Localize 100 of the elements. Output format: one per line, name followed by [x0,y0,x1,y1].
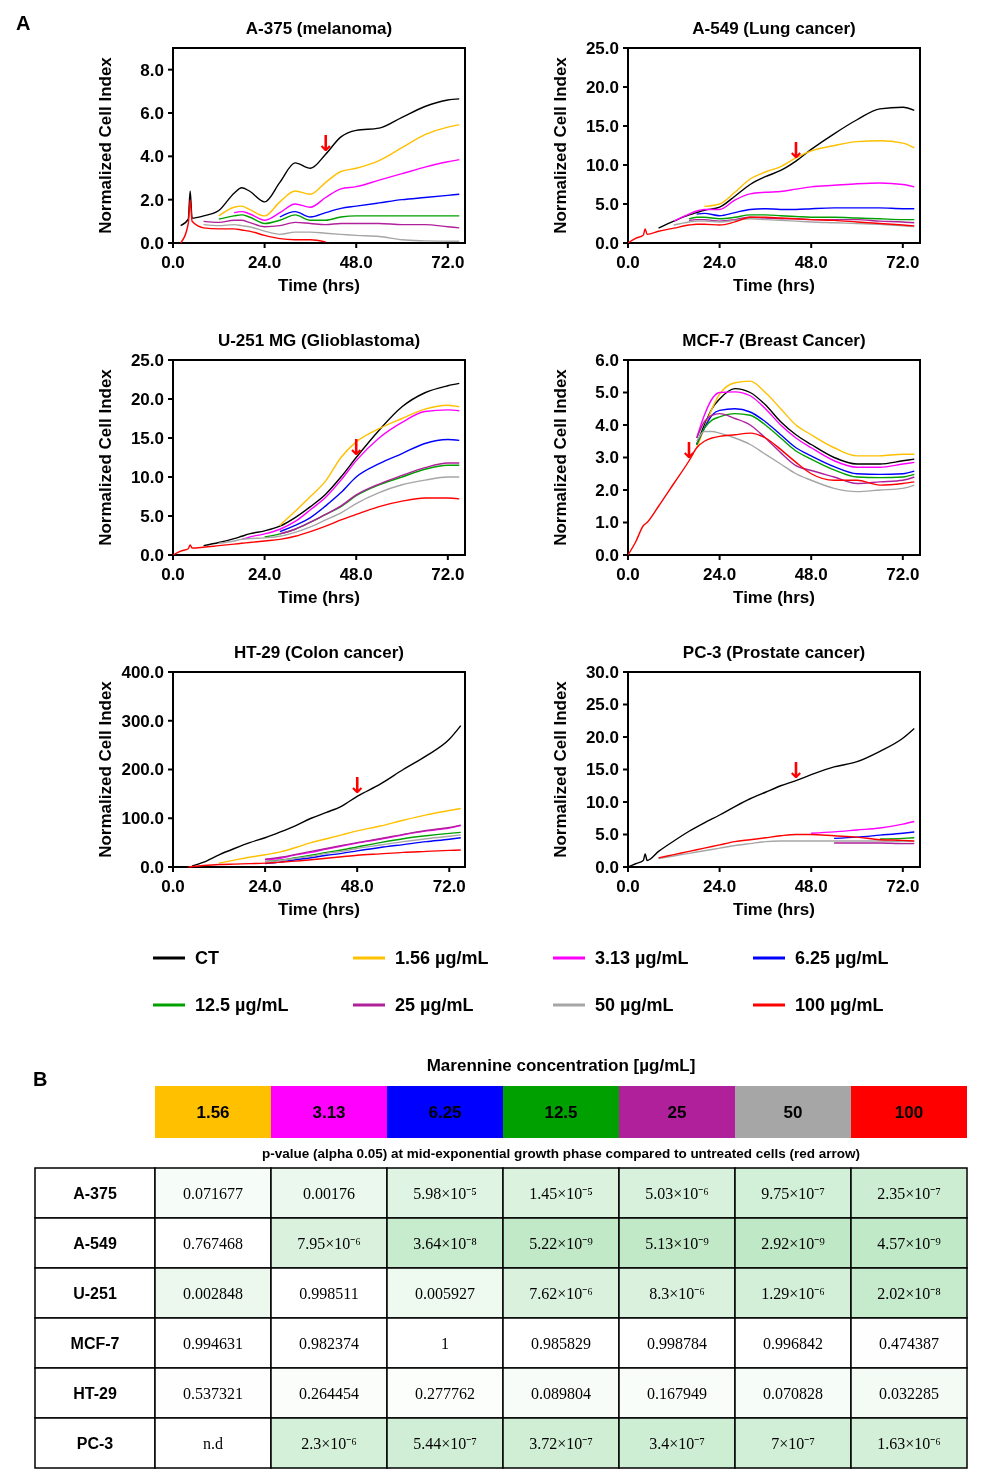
x-tick-label: 50 [783,1102,803,1122]
x-tick-label: 24.0 [248,565,282,584]
line-series [627,216,915,244]
x-axis-title: Time (hrs) [278,276,360,295]
chart-title: A-375 (melanoma) [245,19,393,38]
y-tick-label: 10.0 [585,792,619,812]
line-series [833,831,915,840]
x-tick-label: 48.0 [339,565,373,584]
line-series [218,214,460,225]
x-tick-label: 24.0 [248,253,282,272]
x-tick-label: 12.5 [544,1102,578,1122]
y-tick-label: 0.0 [140,233,164,253]
y-tick-label: 3.0 [595,448,619,468]
y-tick-label: MCF-7 [70,1334,120,1352]
y-tick-label: 200.0 [121,760,164,780]
x-tick-label: 48.0 [340,877,374,896]
y-tick-label: 6.0 [140,103,164,123]
x-tick-label: 0.0 [616,253,640,272]
data-label: 5.22×10⁻⁹ [529,1234,594,1252]
x-axis-title: Time (hrs) [278,588,360,607]
data-label: 0.985829 [531,1334,591,1352]
x-tick-label: 48.0 [794,565,828,584]
data-label: 2.92×10⁻⁹ [761,1234,826,1252]
x-tick-label: 0.0 [161,565,185,584]
y-tick-label: 0.0 [140,857,164,877]
y-tick-label: 5.0 [595,825,619,845]
y-tick-label: 100.0 [121,809,164,829]
line-series [202,223,460,242]
x-tick-label: 25 [667,1102,687,1122]
chart-title: Marennine concentration [µg/mL] [426,1056,696,1075]
annotation: ↓ [316,131,335,157]
data-label: 5.03×10⁻⁶ [645,1184,709,1202]
line-series [179,98,460,227]
line-series [179,198,327,244]
data-label: 5.98×10⁻⁵ [413,1184,477,1202]
y-tick-label: 4.0 [140,147,164,167]
data-label: 0.005927 [415,1284,475,1302]
y-tick-label: 300.0 [121,711,164,731]
data-label: 1 [441,1334,449,1352]
legend-label: 3.13 µg/mL [595,948,689,969]
data-label: 0.002848 [183,1284,243,1302]
y-tick-label: 0.0 [595,545,619,565]
x-tick-label: 6.25 [428,1102,462,1122]
y-axis-title: Normalized Cell Index [96,56,115,234]
x-tick-label: 72.0 [431,253,465,272]
line-series [202,219,460,229]
legend-label: 100 µg/mL [795,995,884,1016]
data-label: 0.982374 [299,1334,359,1352]
y-tick-label: 25.0 [585,38,619,58]
y-tick-label: 10.0 [585,155,619,175]
data-label: 0.994631 [183,1334,243,1352]
legend-label: 6.25 µg/mL [795,948,889,969]
x-tick-label: 24.0 [703,877,737,896]
legend-label: 12.5 µg/mL [195,995,289,1016]
y-axis-title: Normalized Cell Index [551,680,570,858]
line-series [241,409,460,541]
text: n.d [203,1434,223,1452]
y-tick-label: 30.0 [585,662,619,682]
y-tick-label: 15.0 [585,116,619,136]
y-tick-label: 6.0 [595,350,619,370]
line-series [172,497,460,556]
annotation: ↓ [786,138,806,164]
data-label: 0.264454 [299,1384,359,1402]
data-label: 0.032285 [879,1384,939,1402]
line-series [279,193,460,218]
x-tick-label: 100 [894,1102,924,1122]
data-label: 1.45×10⁻⁵ [529,1184,593,1202]
data-label: 0.277762 [415,1384,475,1402]
x-tick-label: 1.56 [196,1102,230,1122]
data-label: 0.537321 [183,1384,243,1402]
line-series [657,106,915,229]
line-series [218,476,460,544]
y-tick-label: 10.0 [130,467,164,487]
data-label: 3.4×10⁻⁷ [649,1434,705,1452]
y-tick-label: 2.0 [140,190,164,210]
data-label: 5.44×10⁻⁷ [413,1434,477,1452]
chart-subtitle: p-value (alpha 0.05) at mid-exponential growth phase compared to untreated cells (red arrow) [262,1146,860,1161]
x-tick-label: 0.0 [161,253,185,272]
x-axis-title: Time (hrs) [733,588,815,607]
chart-title: A-549 (Lung cancer) [692,19,856,38]
x-tick-label: 0.0 [616,877,640,896]
annotation: ↓ [347,773,367,799]
x-tick-label: 72.0 [886,565,920,584]
y-tick-label: 15.0 [585,760,619,780]
data-label: 2.3×10⁻⁶ [301,1434,357,1452]
legend-label: 1.56 µg/mL [395,948,489,969]
y-tick-label: 8.0 [140,60,164,80]
y-tick-label: 0.0 [595,233,619,253]
y-tick-label: 4.0 [595,415,619,435]
line-series [673,218,915,228]
data-label: 9.75×10⁻⁷ [761,1184,825,1202]
data-label: 7×10⁻⁷ [771,1434,815,1452]
legend-label: 50 µg/mL [595,995,674,1016]
x-tick-label: 48.0 [794,877,828,896]
data-label: 0.089804 [531,1384,591,1402]
y-tick-label: U-251 [73,1284,117,1302]
annotation: ↓ [679,437,699,463]
x-tick-label: 0.0 [161,877,185,896]
chart-title: PC-3 (Prostate cancer) [682,643,866,662]
y-tick-label: A-549 [73,1234,117,1252]
